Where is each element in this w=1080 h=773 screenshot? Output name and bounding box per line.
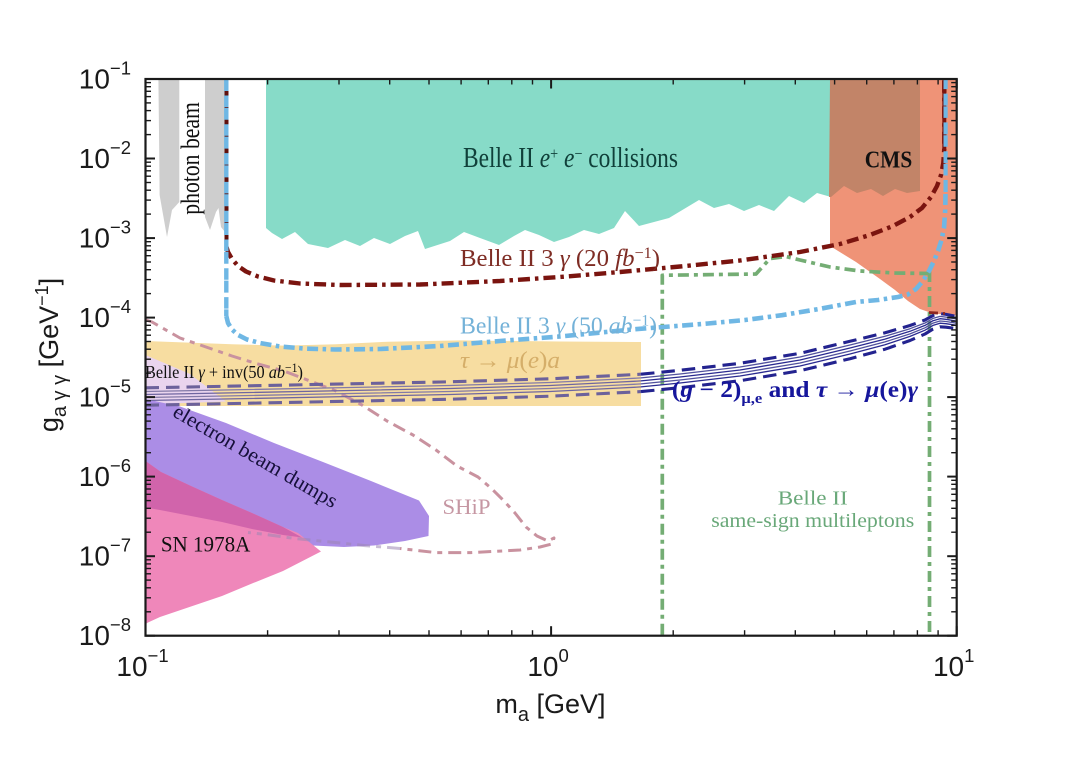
svg-text:10−4: 10−4 bbox=[79, 296, 131, 333]
svg-text:(g − 2)μ,e and τ → μ(e)γ: (g − 2)μ,e and τ → μ(e)γ bbox=[672, 377, 919, 407]
svg-text:10−1: 10−1 bbox=[116, 645, 168, 682]
svg-text:Belle II 3 γ (20 fb−1): Belle II 3 γ (20 fb−1) bbox=[460, 245, 660, 272]
svg-text:CMS: CMS bbox=[865, 146, 912, 172]
svg-text:SHiP: SHiP bbox=[443, 494, 491, 519]
svg-text:Belle II 3 γ (50 ab−1): Belle II 3 γ (50 ab−1) bbox=[460, 312, 657, 339]
svg-text:τ → μ(e)a: τ → μ(e)a bbox=[460, 348, 560, 374]
svg-text:10−5: 10−5 bbox=[79, 376, 131, 413]
svg-text:photon beam: photon beam bbox=[177, 102, 205, 215]
svg-text:SN 1978A: SN 1978A bbox=[161, 532, 251, 557]
svg-text:Belle II e+ e− collisions: Belle II e+ e− collisions bbox=[463, 142, 678, 173]
svg-text:Belle II: Belle II bbox=[778, 487, 848, 509]
svg-text:same-sign multileptons: same-sign multileptons bbox=[711, 509, 914, 532]
svg-text:Belle II γ + inv(50 ab−1): Belle II γ + inv(50 ab−1) bbox=[145, 360, 303, 382]
